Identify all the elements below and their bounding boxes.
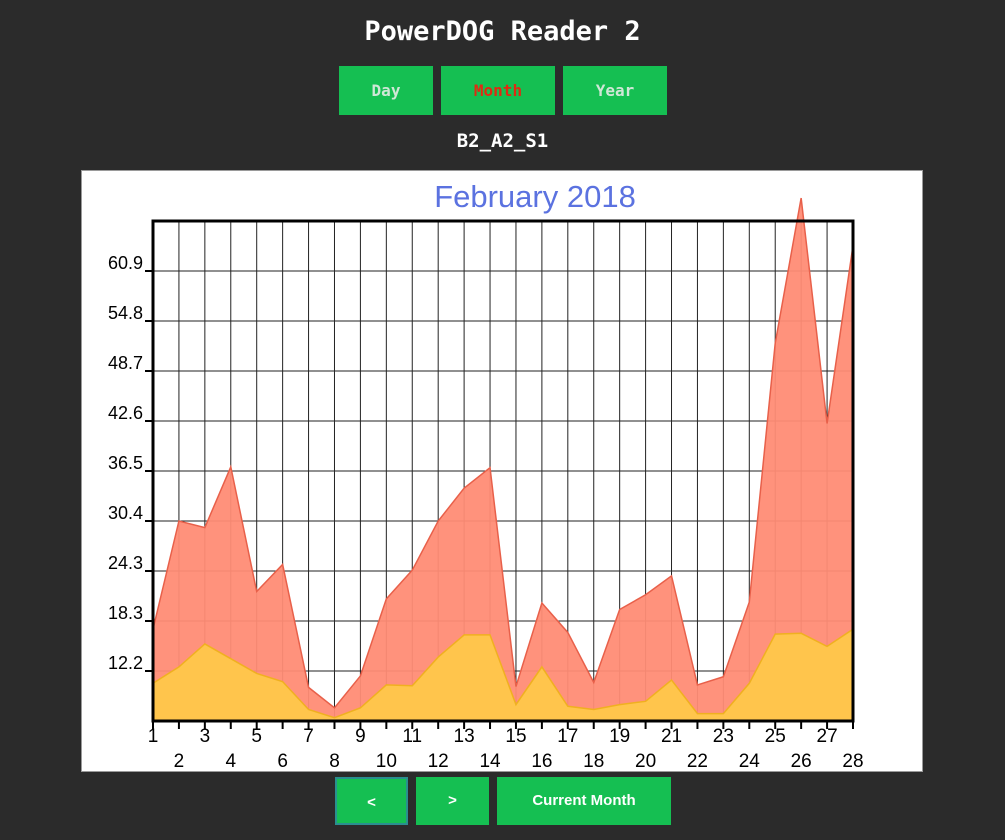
- x-tick-label: 1: [148, 726, 159, 747]
- tab-day[interactable]: Day: [339, 66, 433, 115]
- x-tick-label: 28: [842, 751, 863, 772]
- x-tick-label: 26: [791, 751, 812, 772]
- x-tick-label: 13: [454, 726, 475, 747]
- y-tick-label: 12.2: [108, 653, 143, 673]
- y-tick-label: 42.6: [108, 403, 143, 423]
- x-tick-label: 18: [583, 751, 604, 772]
- y-tick-label: 18.3: [108, 603, 143, 623]
- tab-year[interactable]: Year: [563, 66, 667, 115]
- x-tick-label: 5: [251, 726, 262, 747]
- x-tick-label: 4: [225, 751, 236, 772]
- x-tick-label: 7: [303, 726, 314, 747]
- x-tick-label: 2: [174, 751, 185, 772]
- month-area-chart: February 2018 12.218.324.330.436.542.648…: [108, 179, 864, 772]
- y-tick-label: 36.5: [108, 453, 143, 473]
- x-tick-label: 22: [687, 751, 708, 772]
- current-month-button[interactable]: Current Month: [497, 777, 671, 825]
- chart-panel: February 2018 12.2 18.3 24.3 30.4 36.5 42.6 48…: [81, 170, 923, 772]
- x-tick-label: 21: [661, 726, 682, 747]
- prev-month-button[interactable]: <: [335, 777, 408, 825]
- x-tick-label: 14: [479, 751, 501, 772]
- app-title: PowerDOG Reader 2: [364, 16, 641, 47]
- x-tick-label: 20: [635, 751, 656, 772]
- x-tick-label: 11: [402, 726, 422, 747]
- upper-series-area: [152, 197, 854, 722]
- x-tick-label: 16: [531, 751, 552, 772]
- x-tick-label: 23: [713, 726, 734, 747]
- x-tick-label: 25: [765, 726, 786, 747]
- y-tick-label: 30.4: [108, 503, 143, 523]
- chart-title: February 2018: [434, 179, 636, 214]
- x-tick-label: 19: [609, 726, 630, 747]
- y-tick-label: 24.3: [108, 553, 143, 573]
- x-tick-label: 24: [739, 751, 761, 772]
- x-tick-label: 6: [277, 751, 288, 772]
- x-tick-label: 8: [329, 751, 340, 772]
- y-tick-label: 54.8: [108, 303, 143, 323]
- lower-series-area: [152, 627, 854, 722]
- y-tick-label: 48.7: [108, 353, 143, 373]
- x-tick-label: 3: [200, 726, 211, 747]
- x-tick-label: 17: [557, 726, 578, 747]
- x-tick-label: 15: [505, 726, 526, 747]
- x-tick-label: 12: [428, 751, 449, 772]
- device-name: B2_A2_S1: [456, 130, 549, 152]
- x-tick-label: 10: [376, 751, 397, 772]
- tab-month[interactable]: Month: [441, 66, 555, 115]
- x-tick-label: 27: [817, 726, 838, 747]
- next-month-button[interactable]: >: [416, 777, 489, 825]
- x-tick-label: 9: [355, 726, 366, 747]
- y-tick-label: 60.9: [108, 253, 143, 273]
